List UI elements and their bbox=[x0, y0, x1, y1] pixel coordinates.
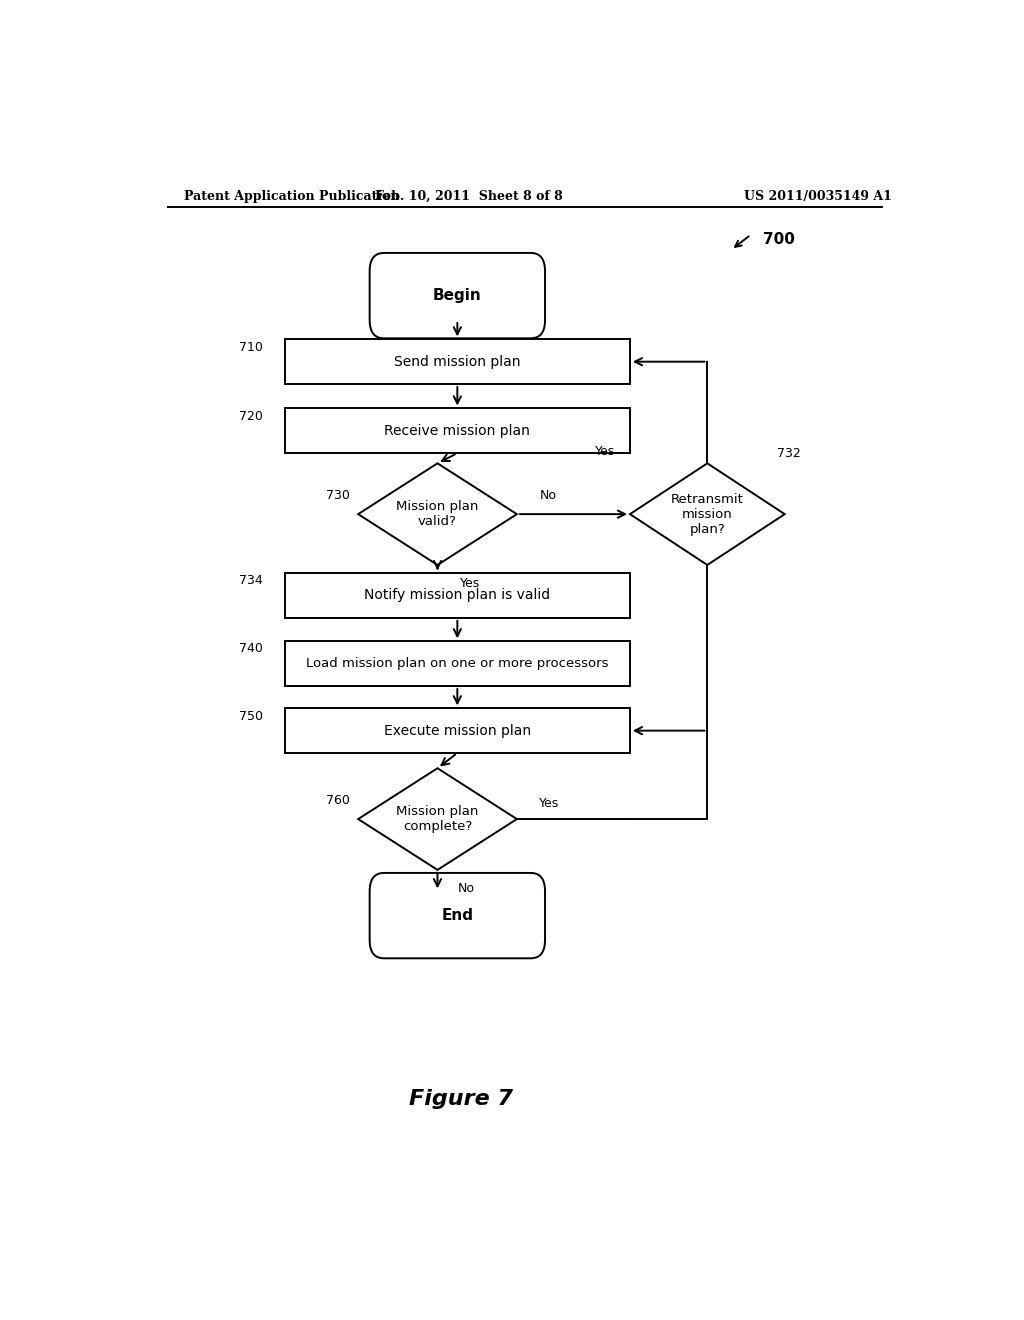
FancyBboxPatch shape bbox=[285, 709, 630, 752]
Text: 730: 730 bbox=[327, 488, 350, 502]
Text: Figure 7: Figure 7 bbox=[410, 1089, 513, 1109]
FancyBboxPatch shape bbox=[370, 873, 545, 958]
Text: Load mission plan on one or more processors: Load mission plan on one or more process… bbox=[306, 657, 608, 671]
Text: 720: 720 bbox=[239, 409, 262, 422]
Text: 750: 750 bbox=[239, 710, 262, 722]
Text: Mission plan
valid?: Mission plan valid? bbox=[396, 500, 478, 528]
Text: 760: 760 bbox=[327, 793, 350, 807]
Polygon shape bbox=[358, 768, 517, 870]
Text: Yes: Yes bbox=[595, 445, 615, 458]
Text: Execute mission plan: Execute mission plan bbox=[384, 723, 530, 738]
Text: Receive mission plan: Receive mission plan bbox=[384, 424, 530, 438]
FancyBboxPatch shape bbox=[370, 253, 545, 338]
FancyBboxPatch shape bbox=[285, 408, 630, 453]
Text: 710: 710 bbox=[239, 341, 262, 354]
Text: Patent Application Publication: Patent Application Publication bbox=[183, 190, 399, 202]
Polygon shape bbox=[358, 463, 517, 565]
Text: Notify mission plan is valid: Notify mission plan is valid bbox=[365, 589, 551, 602]
Polygon shape bbox=[630, 463, 784, 565]
Text: No: No bbox=[540, 490, 557, 503]
FancyBboxPatch shape bbox=[285, 339, 630, 384]
Text: 734: 734 bbox=[239, 574, 262, 587]
Text: 700: 700 bbox=[763, 232, 795, 247]
Text: Send mission plan: Send mission plan bbox=[394, 355, 520, 368]
Text: Retransmit
mission
plan?: Retransmit mission plan? bbox=[671, 492, 743, 536]
Text: Begin: Begin bbox=[433, 288, 481, 304]
Text: 740: 740 bbox=[239, 643, 262, 656]
Text: Mission plan
complete?: Mission plan complete? bbox=[396, 805, 478, 833]
Text: Feb. 10, 2011  Sheet 8 of 8: Feb. 10, 2011 Sheet 8 of 8 bbox=[376, 190, 563, 202]
Text: 732: 732 bbox=[777, 447, 801, 461]
Text: No: No bbox=[458, 882, 474, 895]
Text: Yes: Yes bbox=[539, 797, 559, 810]
Text: Yes: Yes bbox=[460, 577, 480, 590]
FancyBboxPatch shape bbox=[285, 573, 630, 618]
FancyBboxPatch shape bbox=[285, 642, 630, 686]
Text: US 2011/0035149 A1: US 2011/0035149 A1 bbox=[744, 190, 892, 202]
Text: End: End bbox=[441, 908, 473, 923]
